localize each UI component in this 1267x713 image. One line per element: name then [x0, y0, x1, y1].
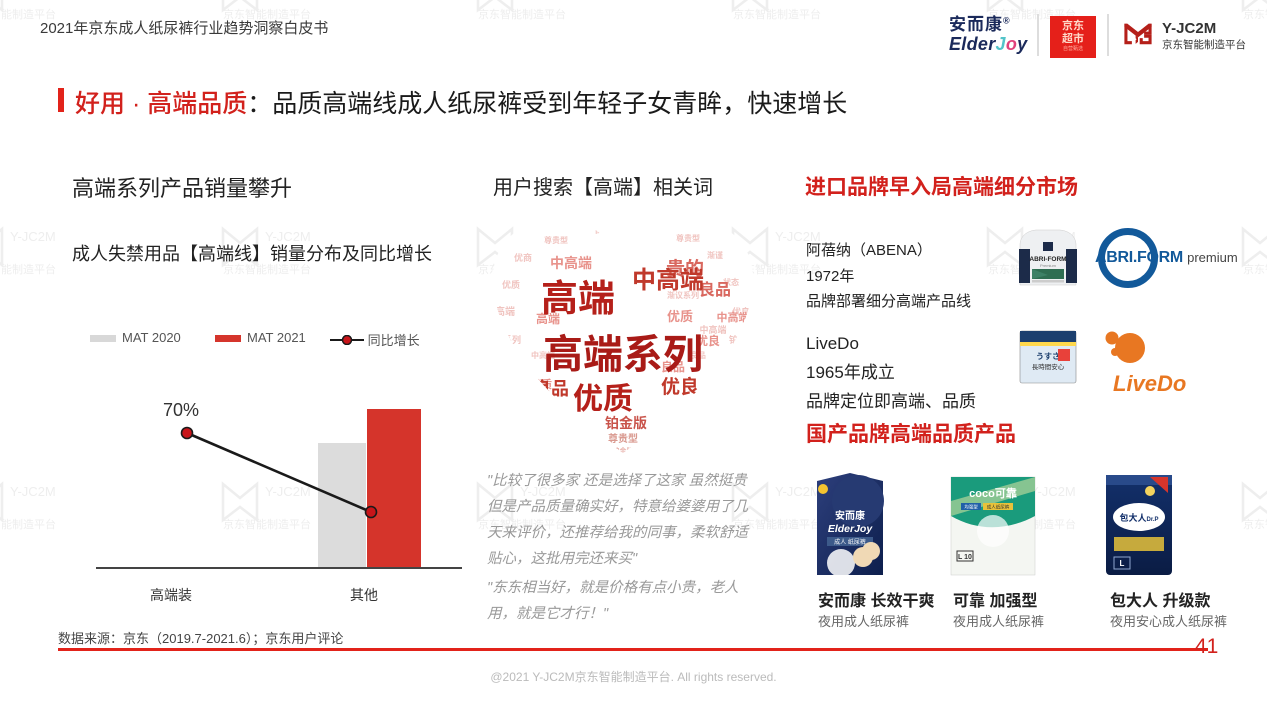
svg-text:均强型: 均强型 — [964, 504, 978, 511]
svg-text:尊贵型: 尊贵型 — [544, 235, 568, 245]
svg-text:尊贵型: 尊贵型 — [608, 432, 638, 445]
svg-text:渐议系列: 渐议系列 — [485, 334, 521, 345]
svg-text:L: L — [1120, 559, 1125, 568]
svg-text:尊贵型: 尊贵型 — [719, 382, 746, 393]
svg-text:铂金: 铂金 — [729, 334, 747, 345]
svg-text:高端: 高端 — [541, 278, 615, 319]
svg-text:优质: 优质 — [502, 279, 520, 290]
svg-text:長時間安心: 長時間安心 — [1032, 362, 1065, 371]
svg-text:渐谨: 渐谨 — [707, 250, 723, 260]
svg-text:高端系列: 高端系列 — [595, 224, 631, 235]
svg-text:贵的: 贵的 — [538, 401, 558, 414]
svg-text:高端: 高端 — [495, 305, 515, 318]
svg-text:优质: 优质 — [573, 383, 633, 416]
svg-text:优质: 优质 — [495, 383, 515, 396]
svg-text:中高端: 中高端 — [717, 310, 750, 324]
svg-text:安而康: 安而康 — [835, 509, 865, 522]
svg-text:铂金: 铂金 — [712, 382, 734, 396]
svg-text:良品: 良品 — [533, 378, 569, 399]
svg-text:ElderJoy: ElderJoy — [828, 523, 874, 535]
svg-text:铂金版: 铂金版 — [605, 415, 647, 431]
svg-text:优良: 优良 — [661, 375, 699, 398]
svg-text:优良: 优良 — [729, 359, 747, 370]
svg-text:成人 纸尿裤: 成人 纸尿裤 — [834, 538, 866, 546]
svg-text:coco可靠: coco可靠 — [969, 486, 1017, 500]
svg-text:优商: 优商 — [514, 252, 532, 263]
svg-text:高端系列: 高端系列 — [543, 333, 703, 377]
svg-text:优良: 优良 — [703, 398, 723, 411]
svg-text:成人纸尿裤: 成人纸尿裤 — [987, 504, 1010, 511]
svg-text:L 10: L 10 — [958, 554, 972, 561]
svg-text:ABRI-FORM: ABRI-FORM — [1029, 256, 1066, 263]
svg-text:贵的: 贵的 — [491, 358, 511, 371]
svg-text:贵的: 贵的 — [504, 406, 522, 417]
svg-text:铂金版: 铂金版 — [684, 409, 711, 420]
svg-text:良品: 良品 — [513, 427, 529, 437]
svg-text:铂金版: 铂金版 — [613, 446, 634, 455]
svg-text:优质: 优质 — [667, 309, 693, 324]
svg-text:中高端: 中高端 — [550, 255, 592, 271]
svg-text:良品: 良品 — [727, 357, 749, 371]
svg-text:うすさ: うすさ — [1036, 352, 1060, 361]
svg-text:中高端: 中高端 — [632, 267, 704, 294]
svg-text:Premium: Premium — [1040, 263, 1057, 268]
svg-text:尊贵型: 尊贵型 — [676, 233, 700, 243]
